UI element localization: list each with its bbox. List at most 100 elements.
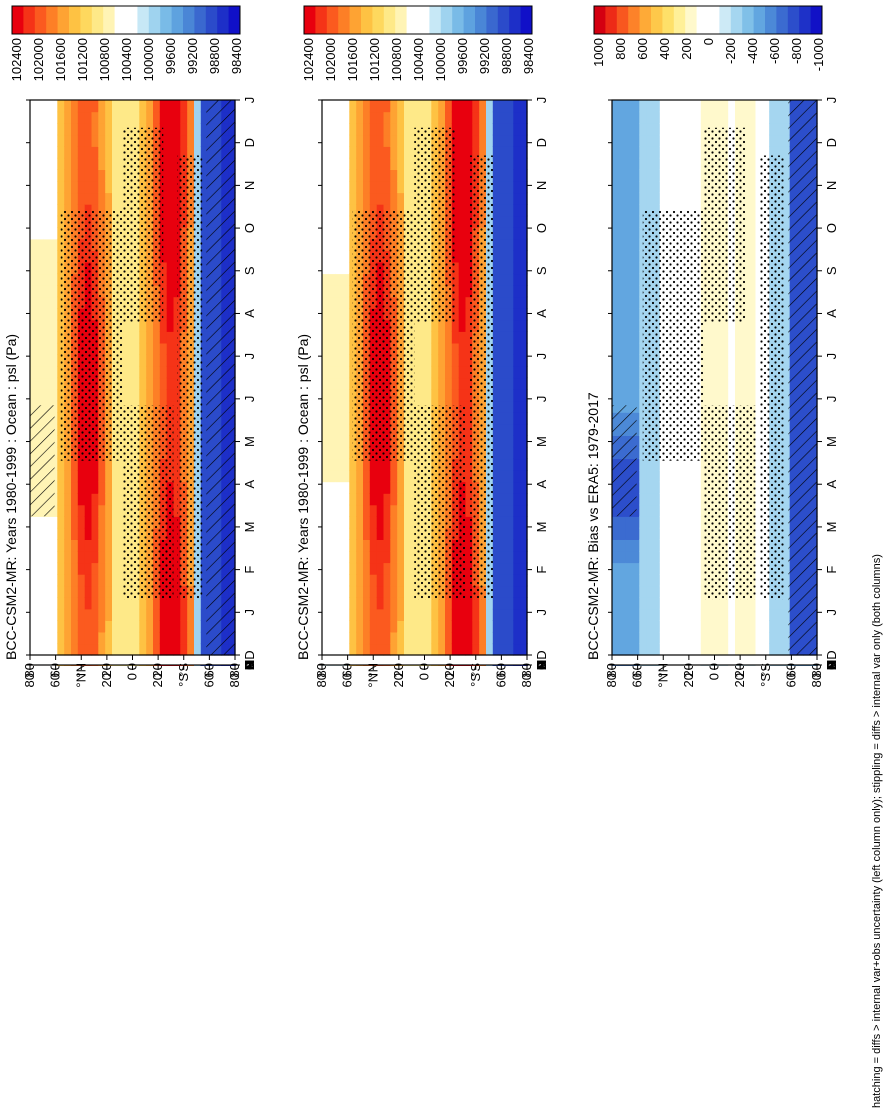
heatmap-cell xyxy=(424,342,432,355)
heatmap-cell xyxy=(687,180,695,194)
heatmap-cell xyxy=(458,169,467,182)
heatmap-cell xyxy=(520,620,528,633)
heatmap-cell xyxy=(782,273,791,286)
heatmap-cell xyxy=(390,585,398,598)
heatmap-cell xyxy=(687,608,695,621)
heatmap-cell xyxy=(639,562,647,575)
heatmap-cell xyxy=(328,123,337,136)
heatmap-cell xyxy=(112,585,120,598)
heatmap-cell xyxy=(390,180,398,194)
heatmap-cell xyxy=(506,192,514,205)
heatmap-cell xyxy=(166,261,175,275)
heatmap-cell xyxy=(363,123,371,136)
heatmap-cell xyxy=(451,261,460,275)
heatmap-cell xyxy=(748,192,757,205)
heatmap-cell xyxy=(465,319,473,332)
heatmap-cell xyxy=(342,562,350,575)
heatmap-cell xyxy=(755,296,763,309)
heatmap-cell xyxy=(666,574,675,587)
heatmap-cell xyxy=(159,331,168,344)
heatmap-cell xyxy=(653,562,661,575)
heatmap-cell xyxy=(43,261,52,275)
heatmap-cell xyxy=(625,585,634,598)
heatmap-cell xyxy=(335,550,344,564)
colorbar-swatch xyxy=(304,6,316,34)
heatmap-cell xyxy=(755,111,763,124)
heatmap-cell xyxy=(200,493,209,506)
heatmap-cell xyxy=(653,574,661,587)
heatmap-cell xyxy=(200,377,209,390)
month-tick-label: A xyxy=(242,309,257,318)
heatmap-cell xyxy=(748,354,757,367)
heatmap-cell xyxy=(328,238,337,251)
heatmap-cell xyxy=(700,342,709,355)
heatmap-cell xyxy=(322,608,330,621)
heatmap-cell xyxy=(741,169,750,182)
heatmap-cell xyxy=(687,157,695,170)
colorbar-swatch xyxy=(685,6,698,34)
heatmap-cell xyxy=(513,169,521,182)
heatmap-cell xyxy=(755,273,763,286)
heatmap-cell xyxy=(173,423,181,436)
heatmap-cell xyxy=(735,319,743,332)
heatmap-cell xyxy=(71,146,79,159)
heatmap-cell xyxy=(492,527,501,540)
heatmap-cell xyxy=(465,227,473,240)
heatmap-cell xyxy=(159,134,168,147)
heatmap-cell xyxy=(625,597,634,610)
heatmap-cell xyxy=(659,550,668,564)
heatmap-cell xyxy=(520,319,528,332)
heatmap-cell xyxy=(492,250,501,263)
heatmap-cell xyxy=(714,342,722,355)
heatmap-cell xyxy=(748,285,757,298)
heatmap-cell xyxy=(714,608,722,621)
heatmap-cell xyxy=(499,169,508,182)
heatmap-cell xyxy=(36,574,45,587)
heatmap-cell xyxy=(625,169,634,182)
heatmap-cell xyxy=(105,504,113,517)
heatmap-cell xyxy=(322,550,330,564)
heatmap-cell xyxy=(465,539,473,552)
heatmap-cell xyxy=(98,458,106,471)
heatmap-cell xyxy=(707,331,716,344)
heatmap-cell xyxy=(458,180,467,194)
heatmap-cell xyxy=(513,261,521,275)
heatmap-cell xyxy=(57,100,65,113)
heatmap-cell xyxy=(728,111,736,124)
heatmap-cell xyxy=(506,493,514,506)
heatmap-cell xyxy=(383,493,391,506)
heatmap-cell xyxy=(363,504,371,517)
heatmap-cell xyxy=(659,643,668,656)
heatmap-cell xyxy=(173,342,181,355)
heatmap-cell xyxy=(390,597,398,610)
heatmap-cell xyxy=(520,331,528,344)
heatmap-cell xyxy=(146,331,154,344)
heatmap-cell xyxy=(328,215,337,228)
heatmap-cell xyxy=(376,146,385,159)
heatmap-cell xyxy=(458,608,467,621)
heatmap-cell xyxy=(520,192,528,205)
heatmap-cell xyxy=(721,377,729,390)
heatmap-cell xyxy=(694,516,702,529)
heatmap-cell xyxy=(499,238,508,251)
heatmap-cell xyxy=(112,111,120,124)
heatmap-cell xyxy=(64,608,72,621)
colorbar-swatch xyxy=(509,6,522,34)
heatmap-cell xyxy=(322,273,330,286)
heatmap-cell xyxy=(520,504,528,517)
heatmap-cell xyxy=(173,470,181,483)
colorbar-tick-label: -800 xyxy=(789,38,804,64)
heatmap-cell xyxy=(499,146,508,159)
heatmap-cell xyxy=(376,550,385,564)
heatmap-cell xyxy=(71,111,79,124)
heatmap-cell xyxy=(30,342,38,355)
heatmap-cell xyxy=(659,100,668,113)
heatmap-cell xyxy=(465,550,473,564)
heatmap-cell xyxy=(741,273,750,286)
heatmap-cell xyxy=(741,180,750,194)
heatmap-cell xyxy=(50,608,58,621)
month-tick-label: O xyxy=(534,223,549,233)
heatmap-cell xyxy=(451,204,460,217)
